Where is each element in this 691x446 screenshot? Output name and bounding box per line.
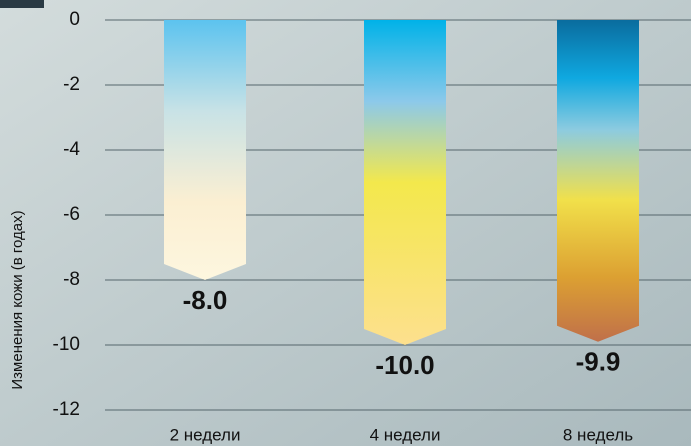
y-tick-label: -10 xyxy=(53,334,80,355)
bar xyxy=(557,20,639,342)
y-tick-label: -4 xyxy=(63,139,80,160)
y-tick-label: -12 xyxy=(53,399,80,420)
bar xyxy=(364,20,446,345)
value-label: -9.9 xyxy=(576,347,621,377)
y-tick-label: -2 xyxy=(63,74,80,95)
value-label: -8.0 xyxy=(183,285,228,315)
value-label: -10.0 xyxy=(375,350,434,380)
y-tick-label: 0 xyxy=(69,9,80,30)
y-tick-label: -6 xyxy=(63,204,80,225)
x-tick-label: 4 недели xyxy=(370,425,441,444)
bar xyxy=(164,20,246,280)
icon xyxy=(0,0,44,8)
x-tick-label: 2 недели xyxy=(170,425,241,444)
y-tick-label: -8 xyxy=(63,269,80,290)
y-axis-label: Изменения кожи (в годах) xyxy=(9,210,26,389)
x-tick-label: 8 недель xyxy=(563,425,633,444)
